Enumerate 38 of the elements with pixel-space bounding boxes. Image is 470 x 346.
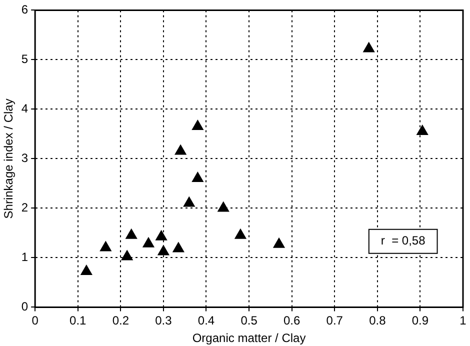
point xyxy=(192,120,204,130)
x-tick-label: 0.3 xyxy=(155,314,172,328)
x-tick-label: 0.4 xyxy=(198,314,215,328)
point xyxy=(172,242,184,252)
y-tick-label: 2 xyxy=(21,200,28,215)
x-tick-label: 0.2 xyxy=(112,314,130,328)
annotation: r = 0,58 xyxy=(380,234,426,248)
point xyxy=(158,245,170,256)
x-tick-label: 0.9 xyxy=(412,314,429,328)
y-tick-label: 3 xyxy=(21,151,28,166)
point xyxy=(183,196,195,207)
x-tick-label: 0 xyxy=(32,314,39,328)
point xyxy=(363,42,375,52)
point xyxy=(174,144,186,155)
x-tick-label: 0.5 xyxy=(240,314,258,328)
y-tick-label: 4 xyxy=(21,102,28,116)
point xyxy=(100,241,112,252)
x-tick-label: 0.1 xyxy=(70,314,87,328)
y-tick-label: 1 xyxy=(21,250,28,264)
point xyxy=(156,230,168,240)
y-tick-label: 5 xyxy=(21,52,28,66)
point xyxy=(218,202,230,212)
x-tick-label: 1 xyxy=(460,314,467,328)
point xyxy=(142,237,154,248)
point xyxy=(121,250,133,260)
x-tick-label: 0.7 xyxy=(326,314,344,328)
y-tick-label: 6 xyxy=(21,2,28,17)
point xyxy=(80,265,92,276)
y-axis-title: Shrinkage index / Clay xyxy=(2,98,16,219)
point xyxy=(416,124,428,135)
point xyxy=(273,238,285,248)
x-tick-label: 0.6 xyxy=(283,314,300,328)
point xyxy=(192,172,204,182)
y-tick-label: 0 xyxy=(21,300,28,314)
point xyxy=(126,228,138,239)
point xyxy=(234,228,246,239)
x-tick-label: 0.8 xyxy=(369,314,386,328)
x-axis-title: Organic matter / Clay xyxy=(192,331,306,346)
